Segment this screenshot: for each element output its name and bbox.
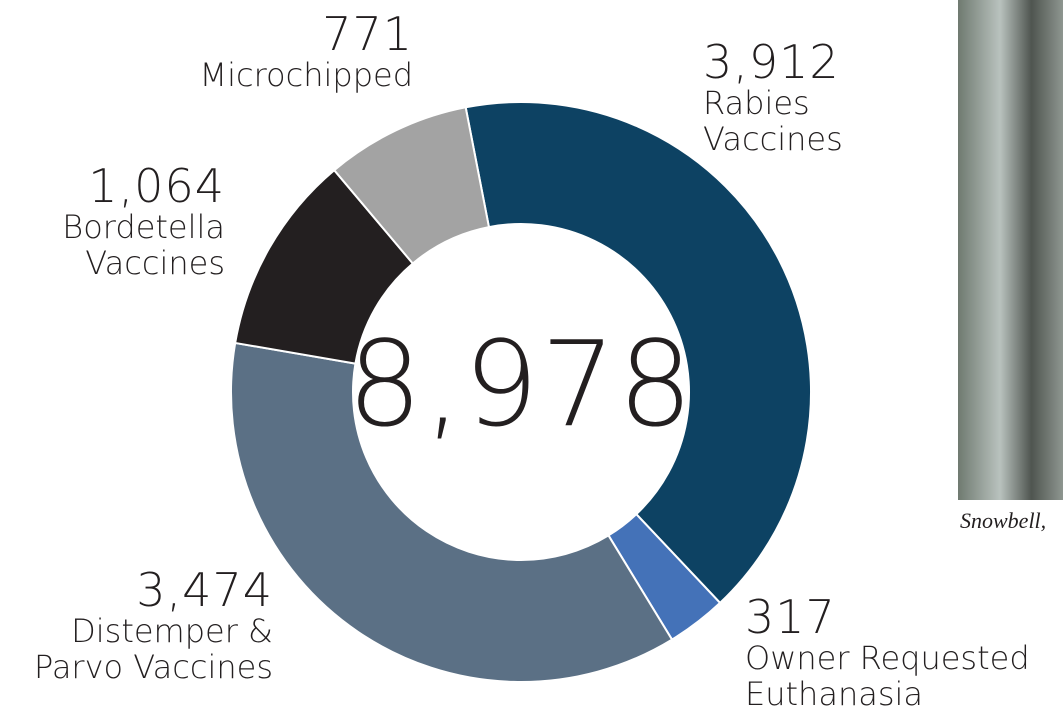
segment-label: 3,474 Distemper & Parvo Vaccines [34,566,273,686]
photo [958,0,1063,500]
category-label: Rabies Vaccines [703,84,843,159]
photo-caption: Snowbell, [960,508,1047,533]
value-label: 317 [745,590,836,644]
value-label: 3,912 [703,35,840,89]
value-label: 1,064 [88,159,225,213]
donut-segment [230,341,674,683]
segment-label: 3,912 Rabies Vaccines [703,38,843,158]
donut-segment [332,106,491,265]
segment-label: 771 Microchipped [199,10,413,94]
center-total: 8,978 [347,315,695,453]
category-label: Microchipped [199,56,413,95]
segment-label: 317 Owner Requested Euthanasia [745,593,1030,713]
category-label: Distemper & Parvo Vaccines [33,612,273,687]
chart [230,101,812,683]
value-label: 771 [322,7,413,61]
value-label: 3,474 [136,563,273,617]
donut-segment [464,101,812,605]
segment-label: 1,064 Bordetella Vaccines [62,162,225,282]
category-label: Owner Requested Euthanasia [745,639,1030,713]
category-label: Bordetella Vaccines [62,208,225,283]
